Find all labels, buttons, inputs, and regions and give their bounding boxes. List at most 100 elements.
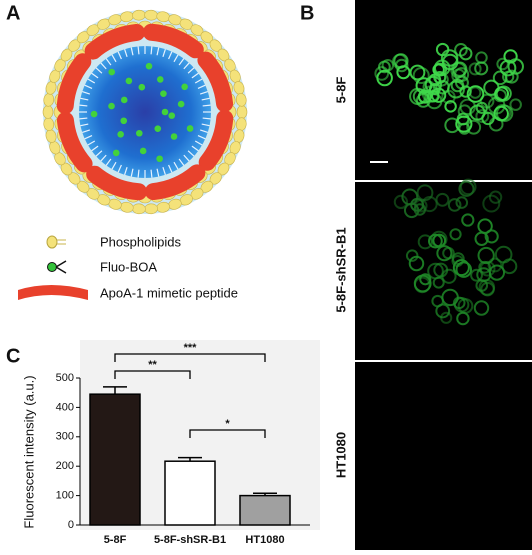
cell bbox=[449, 228, 462, 241]
cell bbox=[493, 105, 509, 122]
fluo-boa bbox=[112, 149, 120, 157]
lipid-tail bbox=[178, 58, 185, 66]
cell bbox=[509, 98, 522, 111]
cell bbox=[435, 192, 450, 207]
cell bbox=[441, 89, 456, 105]
cell bbox=[474, 231, 489, 246]
lipid-tail bbox=[201, 97, 210, 101]
cell bbox=[452, 296, 466, 310]
bar bbox=[239, 494, 291, 526]
cell bbox=[458, 180, 475, 197]
phospholipid bbox=[42, 105, 54, 119]
lipid-tail bbox=[173, 161, 179, 170]
cell bbox=[455, 261, 473, 278]
lipid-tail bbox=[173, 54, 179, 63]
fluo-boa bbox=[117, 130, 124, 138]
cell bbox=[417, 89, 432, 104]
cell bbox=[444, 117, 460, 134]
lipid-tail bbox=[91, 145, 99, 152]
lipid-tail bbox=[187, 67, 195, 74]
cell bbox=[475, 51, 488, 64]
lipid-tail bbox=[82, 129, 91, 133]
cell bbox=[475, 101, 488, 114]
lipid-tail bbox=[80, 123, 89, 127]
lipid-tail bbox=[150, 169, 153, 178]
lipid-tail bbox=[111, 161, 117, 170]
peptide bbox=[56, 53, 92, 115]
cell bbox=[503, 49, 518, 64]
lipid-tail bbox=[117, 164, 122, 173]
lipid-tail bbox=[150, 46, 153, 55]
cell bbox=[475, 109, 490, 124]
lipid-tail bbox=[87, 78, 96, 84]
lipid-tail bbox=[79, 117, 88, 120]
lipid-tail bbox=[124, 166, 128, 175]
cell bbox=[450, 62, 467, 79]
fluo-boa bbox=[160, 90, 167, 97]
lipid-tail bbox=[194, 140, 203, 146]
legend-icon bbox=[55, 260, 67, 274]
cell bbox=[456, 112, 470, 126]
lipid-tail bbox=[87, 140, 96, 146]
fluo-boa bbox=[108, 102, 115, 110]
fluo-boa bbox=[138, 83, 146, 91]
cell bbox=[374, 66, 390, 81]
peptide bbox=[86, 165, 148, 201]
legend-icon bbox=[18, 285, 88, 300]
cell bbox=[409, 64, 426, 81]
cell bbox=[488, 264, 506, 281]
cell bbox=[421, 85, 440, 103]
lipid-tail bbox=[199, 129, 208, 133]
row-label: 5-8F-shSR-B1 bbox=[333, 227, 348, 312]
cell bbox=[413, 276, 431, 294]
lipid-tail bbox=[105, 158, 112, 166]
y-tick-label: 300 bbox=[56, 431, 74, 443]
cell bbox=[459, 46, 473, 61]
peptide bbox=[56, 111, 93, 173]
cell bbox=[444, 100, 457, 113]
fluo-boa bbox=[181, 83, 188, 91]
fluo-boa bbox=[120, 96, 128, 104]
cell bbox=[440, 311, 453, 324]
peptide bbox=[142, 23, 204, 59]
cell bbox=[504, 69, 519, 84]
lipid-tail bbox=[183, 154, 190, 162]
lipid-tail bbox=[95, 67, 103, 74]
lipid-tail bbox=[194, 78, 203, 84]
lipid-tail bbox=[202, 104, 211, 107]
panel-label: A bbox=[6, 2, 20, 24]
micrograph bbox=[355, 362, 532, 550]
fluo-boa bbox=[154, 125, 162, 132]
significance-label: *** bbox=[184, 342, 198, 354]
lipid-tail bbox=[111, 54, 117, 63]
legend-label: ApoA-1 mimetic peptide bbox=[100, 285, 238, 300]
fluo-boa bbox=[120, 117, 128, 125]
cell bbox=[405, 249, 419, 262]
lipid-tail bbox=[137, 169, 140, 178]
cell bbox=[468, 62, 482, 76]
lipid-tail bbox=[84, 84, 93, 89]
lipid-tail bbox=[137, 46, 140, 55]
fluo-boa bbox=[156, 76, 164, 83]
particle-core bbox=[79, 46, 211, 178]
fluo-boa bbox=[90, 110, 98, 118]
significance-label: ** bbox=[148, 359, 157, 371]
cell bbox=[478, 260, 492, 274]
cell bbox=[501, 258, 518, 275]
lipid-tail bbox=[95, 150, 103, 157]
cell bbox=[393, 194, 409, 210]
fluo-boa bbox=[145, 62, 153, 70]
lipid-tail bbox=[197, 135, 206, 140]
cell bbox=[451, 252, 465, 266]
cell bbox=[431, 87, 447, 103]
lipid-tail bbox=[197, 84, 206, 89]
cell bbox=[459, 178, 477, 196]
peptide bbox=[84, 23, 146, 60]
fluo-boa bbox=[139, 147, 147, 155]
row-label: 5-8F bbox=[333, 77, 348, 104]
cell bbox=[430, 230, 448, 248]
lipid-tail bbox=[199, 91, 208, 95]
significance-bracket bbox=[189, 429, 266, 438]
panel-label: C bbox=[6, 345, 20, 367]
cell bbox=[499, 59, 517, 77]
